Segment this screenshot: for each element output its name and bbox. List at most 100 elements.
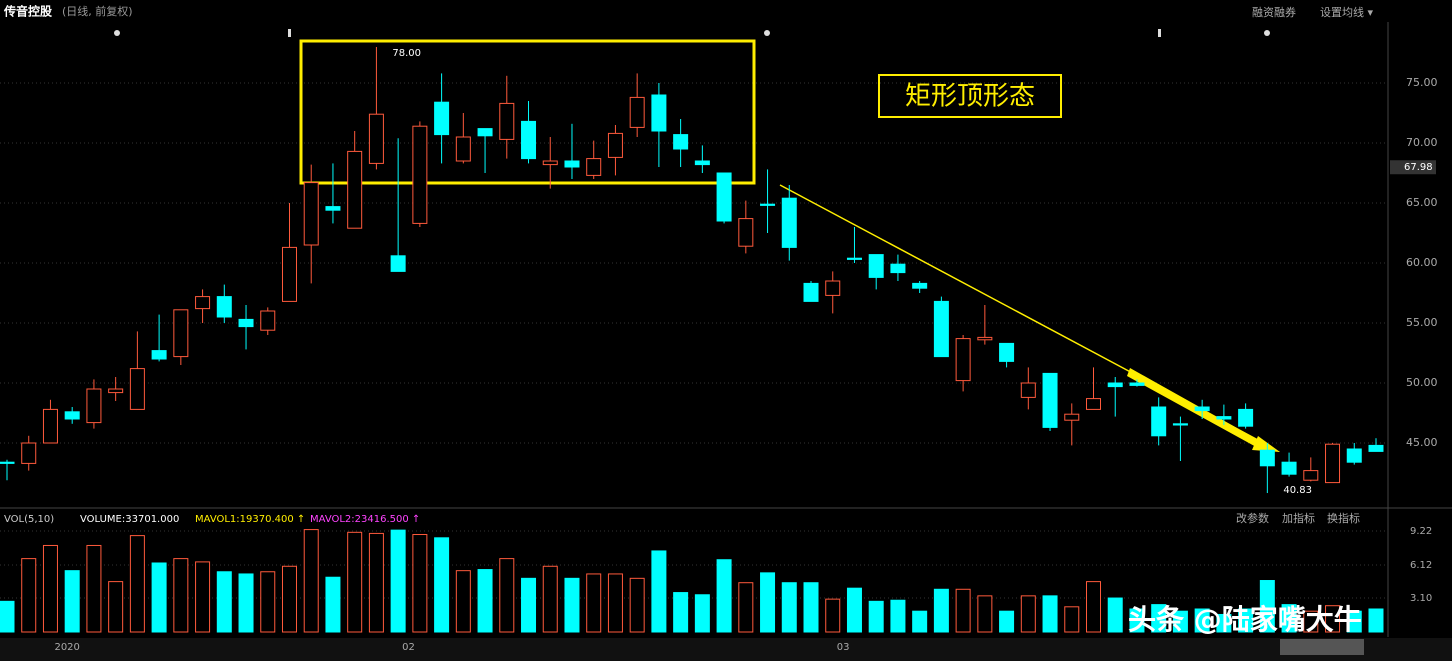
candle-body [1259, 449, 1275, 467]
candle-body [238, 318, 254, 328]
candle-body [781, 197, 797, 248]
readout: MAVOL1:19370.400 ↑ [195, 514, 305, 525]
y-tick-label: 70.00 [1406, 136, 1438, 149]
arrow-head [1252, 436, 1280, 452]
candle-body [1107, 382, 1123, 388]
y-tick-label: 6.12 [1410, 560, 1432, 571]
volume-bar [629, 577, 645, 633]
candle-body [173, 309, 189, 358]
volume-bar [64, 570, 80, 633]
volume-bar [238, 573, 254, 633]
volume-bar [499, 558, 515, 633]
volume-bar [760, 572, 776, 633]
y-tick-label: 9.22 [1410, 526, 1432, 537]
volume-bar [347, 531, 363, 633]
candle-body [1129, 382, 1145, 386]
volume-bar [42, 544, 58, 633]
volume-bar [0, 600, 15, 633]
volume-bar [281, 565, 297, 633]
candle-body [1303, 470, 1319, 481]
candle-body [64, 411, 80, 420]
candle-body [1194, 406, 1210, 412]
candle-body [673, 134, 689, 150]
volume-bar [781, 582, 797, 633]
candle-body [1064, 413, 1080, 421]
volume-bar [999, 610, 1015, 633]
pattern-box [299, 39, 756, 185]
y-tick-label: 45.00 [1406, 436, 1438, 449]
volume-bar [694, 594, 710, 633]
y-tick-label: 50.00 [1406, 376, 1438, 389]
volume-bar [716, 559, 732, 633]
readout: MAVOL2:23416.500 ↑ [310, 514, 420, 525]
volume-bar [651, 550, 667, 633]
volume-bar [1172, 610, 1188, 633]
button[interactable]: 改参数 [1236, 511, 1269, 525]
y-tick-label: 60.00 [1406, 256, 1438, 269]
candle-body [1216, 416, 1232, 420]
y-tick-label: 3.10 [1410, 593, 1432, 604]
x-tick-label: 2020 [54, 642, 79, 653]
volume-bar [586, 573, 602, 633]
candle-body [42, 408, 58, 444]
button[interactable]: 换指标 [1327, 511, 1360, 525]
volume-bar [933, 588, 949, 633]
candle-body [825, 280, 841, 296]
readout: VOLUME:33701.000 [80, 514, 179, 525]
candle-body [1042, 372, 1058, 428]
candle-body [1238, 408, 1254, 427]
stock-title: 传音控股 [3, 4, 53, 19]
candle-body [325, 206, 341, 211]
candle-body [607, 132, 623, 158]
volume-bar [1368, 608, 1384, 633]
volume-bar [521, 577, 537, 633]
x-axis-bar [0, 638, 1452, 661]
volume-bar [303, 529, 319, 633]
candle-body [716, 172, 732, 222]
annotation: 矩形顶形态 [905, 82, 1035, 112]
volume-bar [108, 581, 124, 633]
candle-body [1346, 448, 1362, 463]
volume-bar [542, 565, 558, 633]
candle-body [21, 442, 37, 464]
candle-body [434, 101, 450, 136]
volume-bar [368, 532, 384, 633]
volume-bar [1281, 604, 1297, 633]
volume-bar [260, 571, 276, 633]
candle-body [499, 102, 515, 140]
candle-body [999, 342, 1015, 362]
menu-item[interactable]: 设置均线 ▾ [1320, 5, 1373, 19]
volume-bar [955, 588, 971, 633]
event-markers [114, 29, 1270, 37]
volume-bar [129, 535, 145, 633]
candle-body [521, 120, 537, 160]
volume-bar [607, 573, 623, 633]
x-tick-label: 03 [837, 642, 850, 653]
candle-body [1020, 382, 1036, 398]
volume-bar [1020, 595, 1036, 633]
candle-body [1368, 444, 1384, 452]
volume-bar [1325, 605, 1341, 633]
candle-body [586, 158, 602, 176]
volume-bar [868, 600, 884, 633]
candle-body [303, 182, 319, 246]
candle-body [738, 218, 754, 247]
candle-body [412, 125, 428, 224]
button[interactable]: 加指标 [1282, 511, 1315, 525]
candle-body [868, 254, 884, 278]
indicator-name: VOL(5,10) [4, 514, 54, 525]
candle-body [977, 336, 993, 341]
x-tick-label: 02 [402, 642, 415, 653]
volume-bar [477, 569, 493, 633]
candle-body [216, 296, 232, 318]
y-tick-label: 55.00 [1406, 316, 1438, 329]
candle-body [1151, 406, 1167, 437]
candle-body [1281, 461, 1297, 475]
candle-body [542, 160, 558, 166]
candle-body [260, 310, 276, 331]
candle-body [760, 203, 776, 206]
candle-body [629, 96, 645, 128]
menu-item[interactable]: 融资融券 [1252, 5, 1296, 19]
